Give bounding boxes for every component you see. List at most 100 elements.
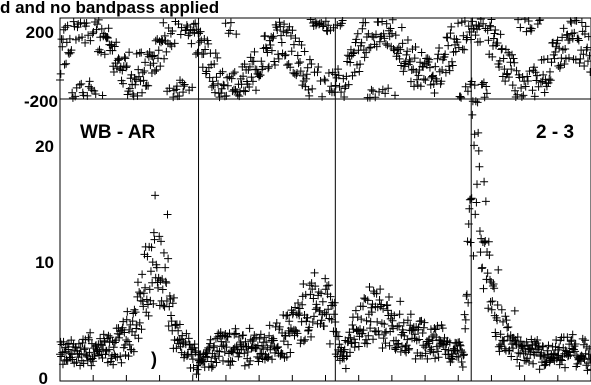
amplitude-point	[354, 342, 363, 351]
phase-point	[287, 47, 296, 56]
amplitude-point	[74, 339, 83, 348]
phase-point	[508, 81, 517, 90]
amplitude-point	[58, 348, 67, 357]
phase-point	[160, 31, 169, 40]
phase-point	[510, 58, 519, 67]
phase-point	[65, 34, 74, 43]
phase-point	[110, 42, 119, 51]
amplitude-point	[563, 333, 572, 342]
amplitude-point	[161, 263, 170, 272]
phase-point	[446, 29, 455, 38]
amplitude-point	[472, 198, 481, 207]
amplitude-point	[566, 337, 575, 346]
amplitude-point	[543, 346, 552, 355]
amplitude-point	[317, 316, 326, 325]
phase-point	[448, 61, 457, 70]
phase-point	[470, 81, 479, 90]
amplitude-point	[272, 344, 281, 353]
phase-point	[423, 54, 432, 63]
phase-point	[445, 66, 454, 75]
amplitude-point	[282, 311, 291, 320]
amplitude-point	[168, 299, 177, 308]
amplitude-point	[96, 340, 105, 349]
phase-point	[396, 45, 405, 54]
amplitude-point	[438, 324, 447, 333]
amplitude-point	[245, 324, 254, 333]
phase-point	[162, 47, 171, 56]
amplitude-point	[481, 236, 490, 245]
amplitude-point	[245, 360, 254, 369]
amplitude-tick-label-20: 20	[35, 137, 54, 156]
amplitude-point	[399, 328, 408, 337]
phase-point	[365, 43, 374, 52]
phase-point	[381, 89, 390, 98]
phase-point	[327, 82, 336, 91]
amplitude-point	[405, 344, 414, 353]
amplitude-point	[289, 308, 298, 317]
amplitude-point	[479, 284, 488, 293]
amplitude-point	[164, 254, 173, 263]
phase-point	[318, 22, 327, 31]
phase-point	[536, 15, 545, 24]
amplitude-point	[331, 318, 340, 327]
amplitude-point	[283, 311, 292, 320]
phase-point	[320, 75, 329, 84]
amplitude-point	[206, 339, 215, 348]
amplitude-point	[513, 355, 522, 364]
phase-point	[151, 36, 160, 45]
phase-point	[521, 82, 530, 91]
phase-point	[532, 76, 541, 85]
phase-point	[528, 86, 537, 95]
phase-point	[534, 82, 543, 91]
phase-point	[308, 84, 317, 93]
amplitude-point	[491, 332, 500, 341]
amplitude-point	[491, 328, 500, 337]
phase-point	[221, 19, 230, 28]
amplitude-point	[312, 300, 321, 309]
phase-point	[122, 62, 131, 71]
amplitude-point	[306, 290, 315, 299]
phase-point	[485, 21, 494, 30]
phase-point	[62, 59, 71, 68]
phase-point	[172, 85, 181, 94]
phase-point	[410, 54, 419, 63]
amplitude-point	[462, 290, 471, 299]
amplitude-point	[351, 338, 360, 347]
amplitude-point	[515, 362, 524, 371]
amplitude-point	[356, 325, 365, 334]
amplitude-point	[434, 353, 443, 362]
amplitude-point	[76, 361, 85, 370]
amplitude-point	[219, 356, 228, 365]
amplitude-point	[421, 349, 430, 358]
phase-point	[77, 79, 86, 88]
amplitude-point	[240, 349, 249, 358]
phase-point	[293, 51, 302, 60]
phase-point	[425, 63, 434, 72]
amplitude-point	[193, 365, 202, 374]
phase-point	[212, 73, 221, 82]
phase-point	[277, 38, 286, 47]
phase-point	[406, 77, 415, 86]
amplitude-tick-label-0: 0	[39, 369, 48, 385]
phase-point	[180, 80, 189, 89]
phase-point	[435, 43, 444, 52]
phase-point	[441, 68, 450, 77]
amplitude-point	[570, 342, 579, 351]
phase-point	[378, 17, 387, 26]
phase-point	[381, 39, 390, 48]
amplitude-point	[581, 336, 590, 345]
amplitude-point	[136, 289, 145, 298]
phase-point	[478, 80, 487, 89]
amplitude-point	[322, 310, 331, 319]
phase-point	[556, 61, 565, 70]
amplitude-point	[154, 283, 163, 292]
amplitude-point	[84, 333, 93, 342]
phase-point	[223, 73, 232, 82]
phase-point	[391, 31, 400, 40]
phase-point	[498, 44, 507, 53]
phase-point	[479, 19, 488, 28]
amplitude-point	[509, 344, 518, 353]
phase-point	[121, 54, 130, 63]
amplitude-point	[341, 364, 350, 373]
phase-point	[411, 42, 420, 51]
